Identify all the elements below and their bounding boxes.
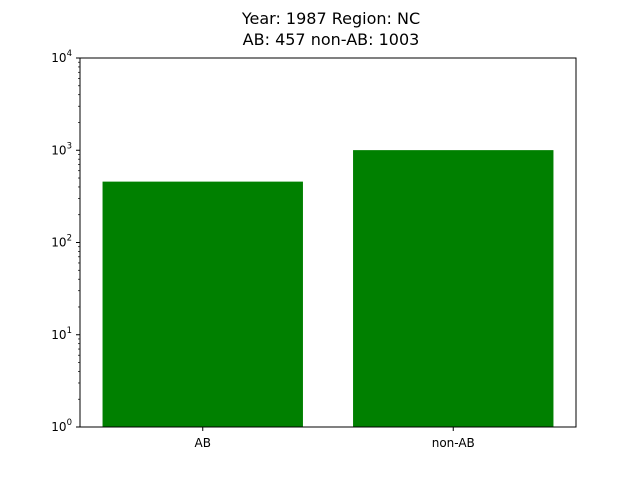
y-tick-label: 101 (51, 326, 72, 342)
y-tick-label: 103 (51, 141, 72, 157)
x-tick-label: AB (195, 436, 211, 450)
y-tick-label: 100 (51, 418, 72, 434)
y-axis: 100 101 102 103 104 (51, 49, 80, 434)
chart-title-line-2: AB: 457 non-AB: 1003 (243, 30, 420, 49)
bars-layer (102, 150, 554, 427)
bar-non-ab (353, 150, 554, 427)
y-tick-label: 104 (51, 49, 72, 65)
x-axis: AB non-AB (195, 427, 475, 450)
x-tick-label: non-AB (432, 436, 475, 450)
y-tick-label: 102 (51, 234, 72, 250)
bar-ab (102, 181, 303, 427)
plot-area-frame (79, 57, 577, 428)
chart-title-line-1: Year: 1987 Region: NC (241, 9, 420, 28)
